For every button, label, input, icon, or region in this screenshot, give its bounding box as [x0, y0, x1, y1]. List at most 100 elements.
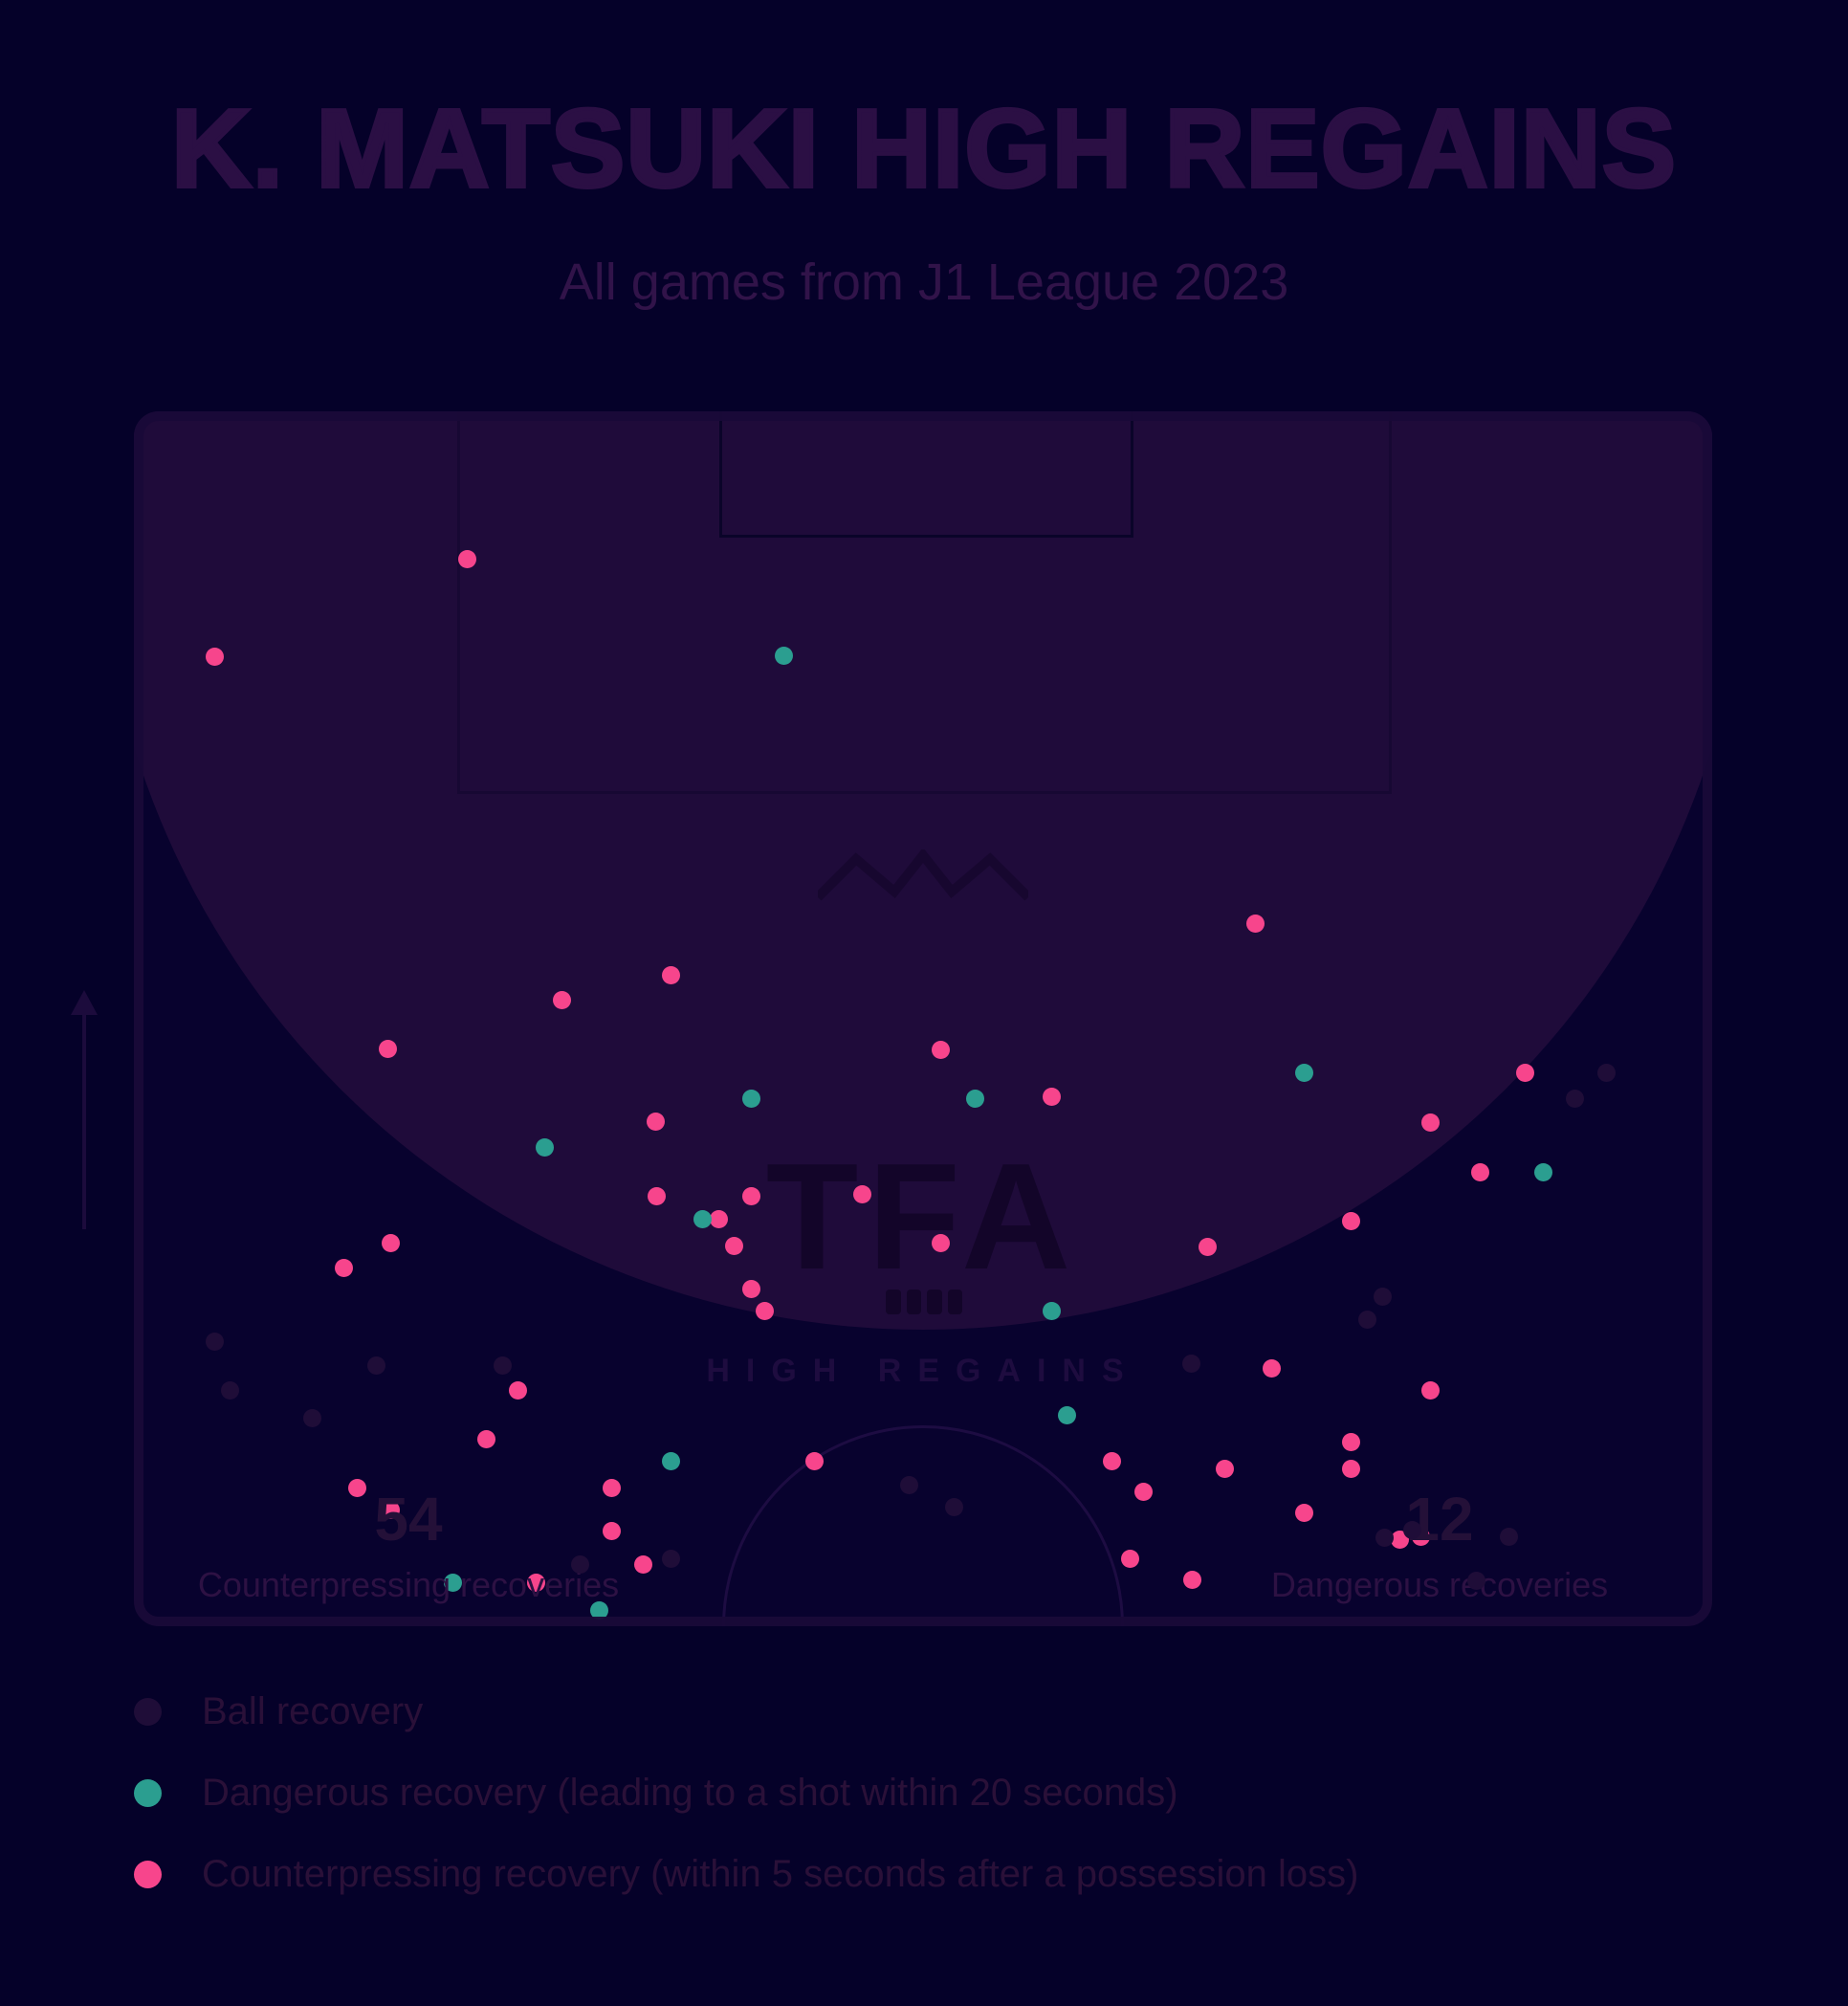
counterpressing-recovery-dot — [1295, 1504, 1313, 1522]
counterpressing-recovery-dot — [1183, 1571, 1201, 1589]
dangerous-recovery-dot — [536, 1138, 554, 1157]
ball-recovery-dot — [1374, 1288, 1392, 1306]
counterpressing-recovery-dot — [725, 1237, 743, 1255]
counterpressing-recovery-dot — [1246, 915, 1265, 933]
ball-recovery-dot — [206, 1333, 224, 1351]
watermark-ornament — [886, 1290, 962, 1314]
legend: Ball recovery Dangerous recovery (leadin… — [134, 1689, 1760, 1933]
counterpressing-recovery-dot — [335, 1259, 353, 1277]
counterpressing-recovery-dot — [634, 1555, 652, 1574]
arrow-shaft — [82, 1015, 86, 1229]
dangerous-recovery-dot — [590, 1601, 608, 1620]
counterpressing-recovery-dot — [603, 1522, 621, 1540]
ball-recovery-dot — [1375, 1529, 1394, 1547]
counterpressing-recovery-dot — [603, 1479, 621, 1497]
counterpressing-recovery-dot — [1421, 1381, 1440, 1400]
dangerous-recovery-dot — [1043, 1302, 1061, 1320]
watermark-caption: HIGH REGAINS — [706, 1353, 1140, 1389]
counterpressing-recovery-dot — [1216, 1460, 1234, 1478]
counterpressing-recovery-dot — [1471, 1163, 1489, 1181]
counterpressing-recovery-dot — [1134, 1483, 1153, 1501]
counterpressing-recovery-dot-icon — [134, 1860, 162, 1888]
dangerous-recovery-dot — [1295, 1064, 1313, 1082]
counterpressing-recovery-dot — [1421, 1113, 1440, 1132]
counterpressing-recovery-dot — [206, 648, 224, 666]
counterpressing-recovery-dot — [648, 1187, 666, 1205]
dangerous-recovery-dot — [662, 1452, 680, 1470]
ball-recovery-dot — [1182, 1355, 1200, 1373]
ball-recovery-dot — [571, 1555, 589, 1574]
counterpressing-recovery-dot — [527, 1574, 545, 1592]
counterpressing-recovery-dot — [1342, 1460, 1360, 1478]
counterpressing-recovery-dot — [1342, 1433, 1360, 1451]
counterpressing-recovery-dot — [647, 1113, 665, 1131]
counterpressing-recovery-dot — [379, 1040, 397, 1058]
counterpressing-recovery-dot — [853, 1185, 871, 1203]
recovery-dots-layer — [134, 411, 1712, 1626]
legend-label: Dangerous recovery (leading to a shot wi… — [202, 1771, 1178, 1814]
counterpressing-recovery-dot — [932, 1041, 950, 1059]
counterpressing-recovery-dot — [1103, 1452, 1121, 1470]
ball-recovery-dot — [221, 1381, 239, 1400]
ball-recovery-dot — [1358, 1311, 1376, 1329]
dangerous-recovery-dot-icon — [134, 1778, 162, 1807]
counterpressing-recovery-dot — [1199, 1238, 1217, 1256]
counterpressing-recovery-dot — [458, 550, 476, 568]
counterpressing-count: 54 — [374, 1485, 443, 1554]
counterpressing-recovery-dot — [382, 1501, 400, 1519]
counterpressing-recovery-dot — [756, 1302, 774, 1320]
ball-recovery-dot — [662, 1550, 680, 1568]
counterpressing-recovery-dot — [1342, 1212, 1360, 1230]
counterpressing-recovery-dot — [662, 966, 680, 984]
dangerous-recovery-dot — [693, 1210, 712, 1228]
counterpressing-recovery-dot — [742, 1187, 760, 1205]
legend-item-counterpressing-recovery: Counterpressing recovery (within 5 secon… — [134, 1852, 1760, 1896]
goal-box-line — [719, 411, 1133, 538]
penalty-box-line — [457, 411, 1392, 794]
ball-recovery-dot — [900, 1476, 918, 1494]
counterpressing-recovery-dot — [477, 1430, 495, 1448]
watermark-wing-icon — [818, 849, 1028, 901]
ball-recovery-dot — [945, 1498, 963, 1516]
counterpressing-recovery-dot — [1516, 1064, 1534, 1082]
dangerous-recovery-dot — [1058, 1406, 1076, 1424]
counterpressing-recovery-dot — [509, 1381, 527, 1400]
counterpressing-label: Counterpressing recoveries — [197, 1565, 620, 1604]
counterpressing-recovery-dot — [932, 1234, 950, 1252]
dangerous-count: 12 — [1405, 1485, 1474, 1554]
dangerous-recovery-dot — [1534, 1163, 1552, 1181]
counterpressing-recovery-dot — [742, 1280, 760, 1298]
ball-recovery-dot — [1566, 1090, 1584, 1108]
ball-recovery-dot — [1500, 1528, 1518, 1546]
page-subtitle: All games from J1 League 2023 — [559, 254, 1289, 311]
ball-recovery-dot — [1467, 1572, 1485, 1590]
dangerous-recovery-dot — [444, 1574, 462, 1592]
attack-direction-arrow-icon — [69, 990, 99, 1229]
legend-item-dangerous-recovery: Dangerous recovery (leading to a shot wi… — [134, 1771, 1760, 1815]
ball-recovery-dot-icon — [134, 1697, 162, 1726]
legend-item-ball-recovery: Ball recovery — [134, 1689, 1760, 1733]
counterpressing-recovery-dot — [1263, 1359, 1281, 1378]
legend-label: Counterpressing recovery (within 5 secon… — [202, 1852, 1359, 1895]
ball-recovery-dot — [367, 1356, 385, 1375]
counterpressing-recovery-dot — [710, 1210, 728, 1228]
legend-label: Ball recovery — [202, 1689, 424, 1732]
ball-recovery-dot — [1597, 1064, 1616, 1082]
ball-recovery-dot — [1403, 1521, 1421, 1539]
ball-recovery-dot — [494, 1356, 512, 1375]
dangerous-recovery-dot — [775, 647, 793, 665]
page-title: K. MATSUKI HIGH REGAINS — [169, 84, 1678, 212]
counterpressing-recovery-dot — [348, 1479, 366, 1497]
arrow-head — [71, 990, 98, 1015]
dangerous-recovery-dot — [742, 1090, 760, 1108]
dangerous-label: Dangerous recoveries — [1270, 1565, 1609, 1604]
counterpressing-recovery-dot — [805, 1452, 824, 1470]
watermark-logo: TFA — [765, 1133, 1081, 1301]
pitch: TFA HIGH REGAINS 54 Counterpressing reco… — [134, 411, 1712, 1626]
counterpressing-recovery-dot — [1043, 1088, 1061, 1106]
ball-recovery-dot — [303, 1409, 321, 1427]
dangerous-recovery-dot — [966, 1090, 984, 1108]
counterpressing-recovery-dot — [1121, 1550, 1139, 1568]
counterpressing-recovery-dot — [553, 991, 571, 1009]
